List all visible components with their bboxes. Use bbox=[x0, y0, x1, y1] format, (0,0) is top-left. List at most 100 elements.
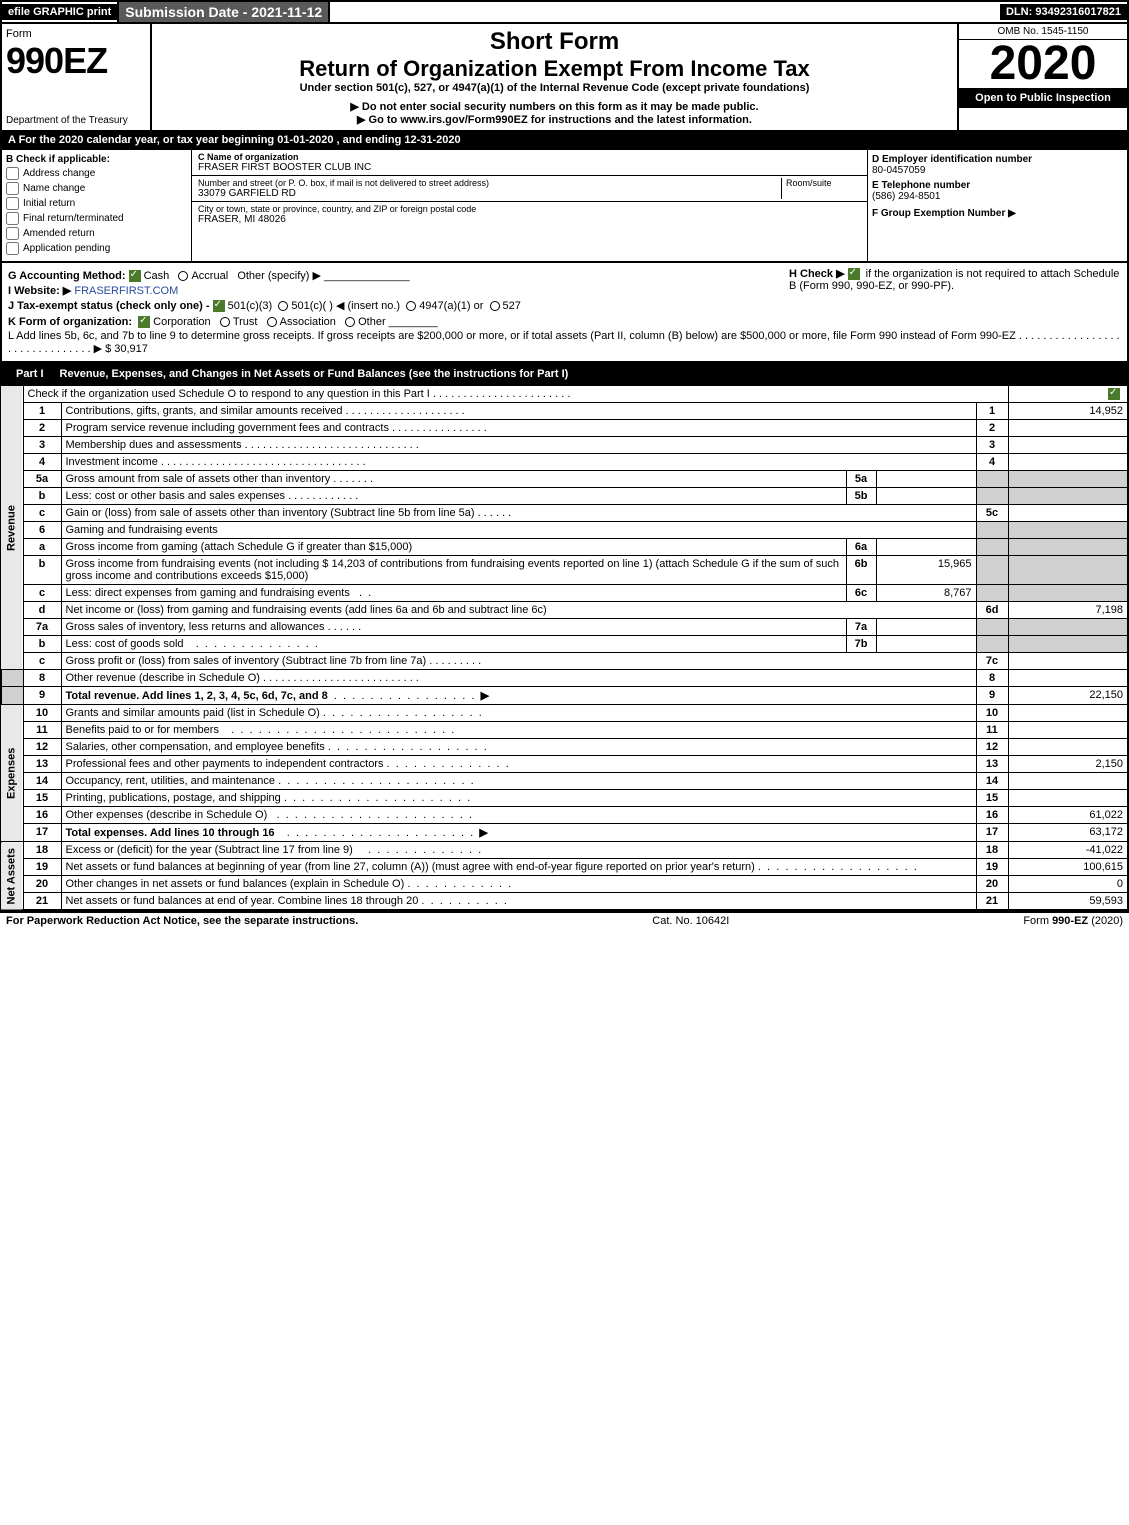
chk-name-change[interactable]: Name change bbox=[6, 182, 187, 195]
table-row: 11Benefits paid to or for members . . . … bbox=[1, 722, 1128, 739]
table-row: aGross income from gaming (attach Schedu… bbox=[1, 539, 1128, 556]
org-name: FRASER FIRST BOOSTER CLUB INC bbox=[198, 162, 861, 173]
entity-block: B Check if applicable: Address change Na… bbox=[0, 150, 1129, 263]
radio-icon bbox=[267, 317, 277, 327]
table-row: dNet income or (loss) from gaming and fu… bbox=[1, 602, 1128, 619]
instructions-link[interactable]: ▶ Go to www.irs.gov/Form990EZ for instru… bbox=[156, 113, 953, 126]
tax-year: 2020 bbox=[959, 40, 1127, 88]
chk-final-return[interactable]: Final return/terminated bbox=[6, 212, 187, 225]
check-icon bbox=[213, 300, 225, 312]
ein-value: 80-0457059 bbox=[872, 165, 1123, 176]
name-label: C Name of organization bbox=[198, 152, 861, 162]
table-row: 12Salaries, other compensation, and empl… bbox=[1, 739, 1128, 756]
box-b-label: B Check if applicable: bbox=[6, 154, 187, 165]
chk-initial-return[interactable]: Initial return bbox=[6, 197, 187, 210]
netassets-label: Net Assets bbox=[1, 842, 23, 911]
footer-right: Form 990-EZ (2020) bbox=[1023, 915, 1123, 927]
table-row: Net Assets18Excess or (deficit) for the … bbox=[1, 842, 1128, 859]
submission-date: Submission Date - 2021-11-12 bbox=[117, 2, 330, 22]
table-row: 20Other changes in net assets or fund ba… bbox=[1, 876, 1128, 893]
radio-icon bbox=[345, 317, 355, 327]
table-row: 14Occupancy, rent, utilities, and mainte… bbox=[1, 773, 1128, 790]
dept-treasury: Department of the Treasury bbox=[6, 115, 146, 126]
table-row: 3Membership dues and assessments . . . .… bbox=[1, 437, 1128, 454]
website-link[interactable]: FRASERFIRST.COM bbox=[74, 285, 178, 297]
radio-icon bbox=[220, 317, 230, 327]
table-row: cGross profit or (loss) from sales of in… bbox=[1, 653, 1128, 670]
table-row: 6Gaming and fundraising events bbox=[1, 522, 1128, 539]
line-l-amount: ▶ $ 30,917 bbox=[94, 343, 148, 355]
chk-amended-return[interactable]: Amended return bbox=[6, 227, 187, 240]
info-block: G Accounting Method: Cash Accrual Other … bbox=[0, 263, 1129, 363]
part-1-header: Part I Revenue, Expenses, and Changes in… bbox=[0, 363, 1129, 385]
part-1-table: Revenue Check if the organization used S… bbox=[0, 385, 1129, 911]
accounting-method: G Accounting Method: Cash Accrual Other … bbox=[8, 269, 781, 282]
form-header: Form 990EZ Department of the Treasury Sh… bbox=[0, 24, 1129, 132]
radio-icon bbox=[406, 301, 416, 311]
table-row: cLess: direct expenses from gaming and f… bbox=[1, 585, 1128, 602]
ein-label: D Employer identification number bbox=[872, 154, 1123, 165]
table-row: 21Net assets or fund balances at end of … bbox=[1, 893, 1128, 911]
form-label: Form bbox=[6, 28, 146, 40]
revenue-label: Revenue bbox=[1, 386, 23, 670]
short-form-title: Short Form bbox=[156, 28, 953, 56]
table-row: bLess: cost of goods sold . . . . . . . … bbox=[1, 636, 1128, 653]
radio-icon bbox=[490, 301, 500, 311]
box-c: C Name of organization FRASER FIRST BOOS… bbox=[192, 150, 867, 261]
schedule-o-check: Check if the organization used Schedule … bbox=[23, 386, 1008, 403]
room-suite-label: Room/suite bbox=[781, 178, 861, 199]
org-address: 33079 GARFIELD RD bbox=[198, 188, 781, 199]
table-row: 4Investment income . . . . . . . . . . .… bbox=[1, 454, 1128, 471]
chk-application-pending[interactable]: Application pending bbox=[6, 242, 187, 255]
expenses-label: Expenses bbox=[1, 705, 23, 842]
table-row: 2Program service revenue including gover… bbox=[1, 420, 1128, 437]
chk-address-change[interactable]: Address change bbox=[6, 167, 187, 180]
table-row: 16Other expenses (describe in Schedule O… bbox=[1, 807, 1128, 824]
footer-left: For Paperwork Reduction Act Notice, see … bbox=[6, 915, 358, 927]
table-row: 15Printing, publications, postage, and s… bbox=[1, 790, 1128, 807]
table-row: cGain or (loss) from sale of assets othe… bbox=[1, 505, 1128, 522]
radio-icon bbox=[178, 271, 188, 281]
table-row: 19Net assets or fund balances at beginni… bbox=[1, 859, 1128, 876]
box-h: H Check ▶ if the organization is not req… bbox=[781, 267, 1121, 314]
table-row: 8Other revenue (describe in Schedule O) … bbox=[1, 670, 1128, 687]
open-to-public: Open to Public Inspection bbox=[959, 88, 1127, 108]
tax-period: A For the 2020 calendar year, or tax yea… bbox=[0, 132, 1129, 150]
table-row: 13Professional fees and other payments t… bbox=[1, 756, 1128, 773]
radio-icon bbox=[278, 301, 288, 311]
table-row: bLess: cost or other basis and sales exp… bbox=[1, 488, 1128, 505]
table-row: 5aGross amount from sale of assets other… bbox=[1, 471, 1128, 488]
check-icon bbox=[1108, 388, 1120, 400]
part-label: Part I bbox=[8, 366, 52, 382]
addr-label: Number and street (or P. O. box, if mail… bbox=[198, 178, 781, 188]
tax-exempt-status: J Tax-exempt status (check only one) - 5… bbox=[8, 299, 781, 312]
phone-value: (586) 294-8501 bbox=[872, 191, 1123, 202]
check-icon bbox=[138, 316, 150, 328]
form-number: 990EZ bbox=[6, 40, 146, 82]
box-b: B Check if applicable: Address change Na… bbox=[2, 150, 192, 261]
form-of-org: K Form of organization: Corporation Trus… bbox=[8, 316, 1121, 328]
warning-ssn: ▶ Do not enter social security numbers o… bbox=[156, 100, 953, 113]
table-row: 17Total expenses. Add lines 10 through 1… bbox=[1, 824, 1128, 842]
check-icon bbox=[129, 270, 141, 282]
part-title: Revenue, Expenses, and Changes in Net As… bbox=[60, 368, 569, 380]
line-l: L Add lines 5b, 6c, and 7b to line 9 to … bbox=[8, 330, 1121, 355]
table-row: 7aGross sales of inventory, less returns… bbox=[1, 619, 1128, 636]
efile-print[interactable]: efile GRAPHIC print bbox=[2, 4, 117, 20]
check-icon bbox=[848, 268, 860, 280]
website: I Website: ▶ FRASERFIRST.COM bbox=[8, 284, 781, 297]
main-title: Return of Organization Exempt From Incom… bbox=[156, 56, 953, 82]
top-bar: efile GRAPHIC print Submission Date - 20… bbox=[0, 0, 1129, 24]
table-row: 1Contributions, gifts, grants, and simil… bbox=[1, 403, 1128, 420]
org-city: FRASER, MI 48026 bbox=[198, 214, 861, 225]
group-exemption: F Group Exemption Number ▶ bbox=[872, 208, 1123, 219]
city-label: City or town, state or province, country… bbox=[198, 204, 861, 214]
table-row: Expenses10Grants and similar amounts pai… bbox=[1, 705, 1128, 722]
page-footer: For Paperwork Reduction Act Notice, see … bbox=[0, 911, 1129, 929]
footer-mid: Cat. No. 10642I bbox=[652, 915, 729, 927]
sub-title: Under section 501(c), 527, or 4947(a)(1)… bbox=[156, 82, 953, 94]
table-row: bGross income from fundraising events (n… bbox=[1, 556, 1128, 585]
dln: DLN: 93492316017821 bbox=[1000, 4, 1127, 20]
phone-label: E Telephone number bbox=[872, 180, 1123, 191]
table-row: 9Total revenue. Add lines 1, 2, 3, 4, 5c… bbox=[1, 687, 1128, 705]
